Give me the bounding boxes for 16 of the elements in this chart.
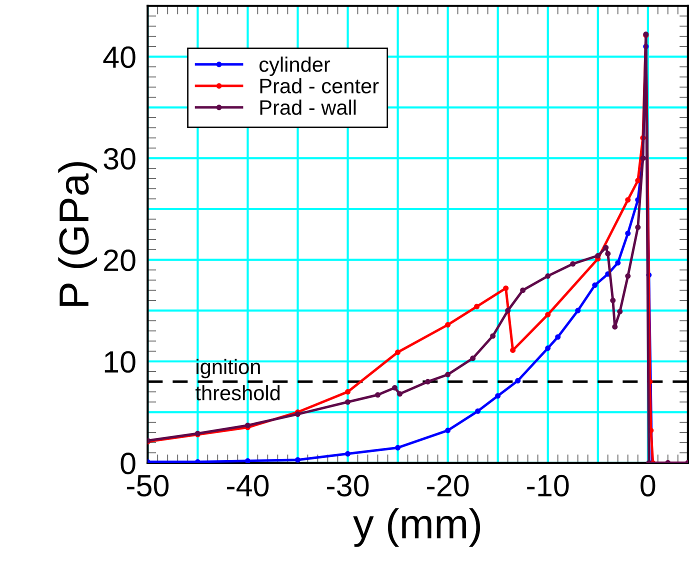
legend-label: Prad - wall <box>260 100 356 115</box>
x-tick-label: 0 <box>640 474 656 496</box>
y-tick-label: 10 <box>104 351 136 373</box>
y-tick-label: 30 <box>104 148 136 170</box>
y-axis-title: P (GPa) <box>58 162 97 306</box>
y-tick-label: 40 <box>103 46 136 68</box>
legend-label: cylinder <box>260 56 330 76</box>
y-tick-label: 20 <box>104 250 136 272</box>
x-axis-title: y (mm) <box>353 508 480 547</box>
x-tick-label: -40 <box>226 474 269 496</box>
x-tick-label: -20 <box>427 474 469 496</box>
x-tick-label: -50 <box>126 474 169 496</box>
x-tick-label: -10 <box>527 474 569 496</box>
legend-label: Prad - center <box>260 78 379 94</box>
x-tick-label: -30 <box>327 474 369 496</box>
y-tick-label: 0 <box>120 452 136 474</box>
